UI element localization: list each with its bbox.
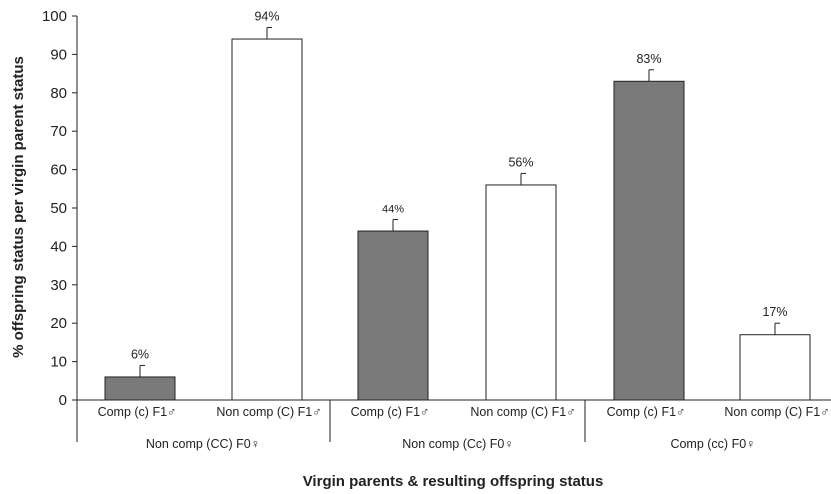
category-label: Non comp (C) F1♂ (724, 405, 829, 419)
x-axis-title: Virgin parents & resulting offspring sta… (303, 473, 604, 490)
y-tick-label: 10 (50, 354, 67, 371)
bar (357, 230, 429, 401)
category-label: Non comp (C) F1♂ (216, 405, 321, 419)
value-label: 17% (762, 305, 787, 319)
value-label: 44% (382, 204, 404, 216)
category-label: Comp (c) F1♂ (607, 405, 686, 419)
group-label: Non comp (CC) F0♀ (146, 437, 260, 451)
value-label: 83% (636, 52, 661, 66)
y-tick-label: 100 (42, 8, 67, 25)
group-label: Comp (cc) F0♀ (670, 437, 755, 451)
bar (739, 334, 811, 401)
bar (231, 38, 303, 401)
bars (104, 27, 811, 401)
y-tick-label: 20 (50, 315, 67, 332)
y-tick-label: 60 (50, 162, 67, 179)
y-tick-label: 70 (50, 123, 67, 140)
bar (104, 376, 176, 401)
y-tick-label: 40 (50, 238, 67, 255)
y-tick-label: 80 (50, 85, 67, 102)
value-label: 6% (131, 347, 149, 361)
labels: 6% Comp (c) F1♂ 94% Non comp (C) F1♂ Non com… (98, 10, 830, 451)
bar (485, 184, 557, 401)
y-axis-title: % offspring status per virgin parent sta… (10, 56, 27, 358)
axes: 0 10 20 30 40 50 60 70 80 90 100 (42, 8, 831, 442)
category-label: Comp (c) F1♂ (351, 405, 430, 419)
category-label: Comp (c) F1♂ (98, 405, 177, 419)
bar (613, 80, 685, 401)
category-label: Non comp (C) F1♂ (470, 405, 575, 419)
y-tick-label: 50 (50, 200, 67, 217)
y-tick-label: 90 (50, 46, 67, 63)
value-label: 94% (254, 10, 279, 24)
value-label: 56% (508, 155, 533, 169)
group-label: Non comp (Cc) F0♀ (402, 437, 513, 451)
y-tick-label: 30 (50, 277, 67, 294)
y-tick-label: 0 (59, 392, 67, 409)
